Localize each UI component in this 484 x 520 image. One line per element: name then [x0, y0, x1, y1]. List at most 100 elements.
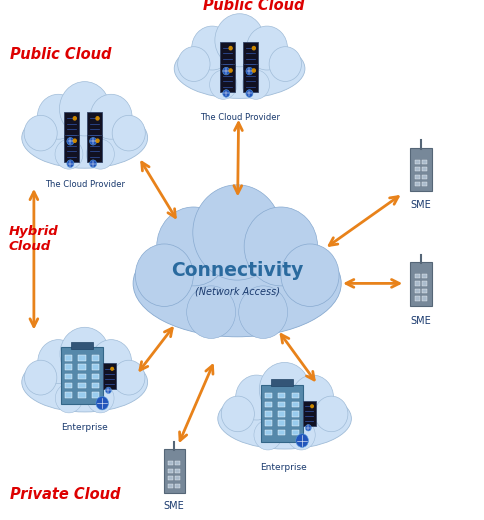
Circle shape: [187, 286, 236, 339]
FancyBboxPatch shape: [220, 42, 235, 69]
FancyBboxPatch shape: [303, 400, 316, 426]
Ellipse shape: [133, 230, 341, 337]
Circle shape: [210, 70, 237, 99]
Ellipse shape: [22, 353, 148, 412]
FancyBboxPatch shape: [415, 175, 420, 179]
Text: Public Cloud: Public Cloud: [10, 47, 111, 62]
FancyBboxPatch shape: [422, 274, 427, 278]
Circle shape: [60, 82, 110, 136]
Circle shape: [252, 69, 256, 72]
FancyBboxPatch shape: [92, 374, 99, 379]
FancyBboxPatch shape: [291, 420, 299, 426]
FancyBboxPatch shape: [278, 393, 286, 398]
FancyBboxPatch shape: [78, 374, 86, 379]
Circle shape: [269, 47, 302, 82]
FancyBboxPatch shape: [92, 392, 99, 398]
Circle shape: [311, 405, 313, 408]
FancyBboxPatch shape: [65, 355, 72, 360]
Circle shape: [96, 116, 99, 120]
FancyBboxPatch shape: [243, 64, 258, 92]
FancyBboxPatch shape: [87, 112, 102, 139]
Text: SME: SME: [411, 200, 431, 210]
Circle shape: [67, 137, 74, 145]
FancyBboxPatch shape: [65, 392, 72, 398]
Circle shape: [229, 46, 232, 50]
Circle shape: [221, 396, 255, 432]
Text: Enterprise: Enterprise: [260, 463, 306, 473]
FancyBboxPatch shape: [415, 182, 420, 186]
Circle shape: [252, 46, 256, 50]
FancyBboxPatch shape: [92, 383, 99, 388]
Circle shape: [73, 139, 76, 142]
FancyBboxPatch shape: [87, 135, 102, 162]
FancyBboxPatch shape: [415, 274, 420, 278]
Circle shape: [246, 26, 287, 70]
FancyBboxPatch shape: [291, 430, 299, 435]
FancyBboxPatch shape: [422, 281, 427, 285]
Circle shape: [246, 89, 253, 97]
FancyBboxPatch shape: [65, 365, 72, 370]
FancyBboxPatch shape: [168, 476, 173, 480]
FancyBboxPatch shape: [78, 383, 86, 388]
Circle shape: [305, 424, 311, 431]
FancyBboxPatch shape: [415, 289, 420, 293]
FancyBboxPatch shape: [265, 420, 272, 426]
FancyBboxPatch shape: [422, 167, 427, 171]
FancyBboxPatch shape: [410, 148, 432, 191]
Circle shape: [73, 116, 76, 120]
Circle shape: [157, 207, 230, 286]
Circle shape: [178, 47, 210, 82]
Circle shape: [229, 69, 232, 72]
Circle shape: [91, 340, 132, 384]
Circle shape: [193, 185, 282, 280]
Circle shape: [24, 115, 57, 151]
FancyBboxPatch shape: [164, 449, 185, 493]
FancyBboxPatch shape: [64, 135, 79, 162]
FancyBboxPatch shape: [265, 393, 272, 398]
FancyBboxPatch shape: [278, 420, 286, 426]
Circle shape: [281, 244, 339, 306]
Circle shape: [96, 396, 108, 410]
Text: SME: SME: [164, 501, 184, 511]
FancyBboxPatch shape: [422, 296, 427, 301]
FancyBboxPatch shape: [415, 296, 420, 301]
FancyBboxPatch shape: [422, 182, 427, 186]
Circle shape: [315, 396, 348, 432]
FancyBboxPatch shape: [265, 430, 272, 435]
FancyBboxPatch shape: [422, 289, 427, 293]
FancyBboxPatch shape: [168, 461, 173, 465]
Circle shape: [259, 362, 310, 417]
Circle shape: [90, 137, 97, 145]
Circle shape: [37, 94, 79, 139]
FancyBboxPatch shape: [65, 374, 72, 379]
FancyBboxPatch shape: [175, 469, 180, 473]
Circle shape: [67, 160, 74, 167]
FancyBboxPatch shape: [410, 262, 432, 306]
FancyBboxPatch shape: [291, 402, 299, 407]
Text: Connectivity: Connectivity: [171, 261, 303, 280]
FancyBboxPatch shape: [278, 402, 286, 407]
Circle shape: [113, 360, 145, 395]
Ellipse shape: [218, 388, 351, 449]
FancyBboxPatch shape: [265, 411, 272, 417]
FancyBboxPatch shape: [422, 160, 427, 164]
Circle shape: [254, 420, 282, 450]
Text: The Cloud Provider: The Cloud Provider: [45, 180, 125, 189]
FancyBboxPatch shape: [243, 42, 258, 69]
Circle shape: [244, 207, 318, 286]
FancyBboxPatch shape: [291, 393, 299, 398]
Ellipse shape: [22, 107, 148, 168]
Circle shape: [215, 14, 264, 67]
FancyBboxPatch shape: [175, 476, 180, 480]
FancyBboxPatch shape: [278, 411, 286, 417]
Text: Private Cloud: Private Cloud: [10, 487, 120, 502]
Text: Enterprise: Enterprise: [61, 423, 108, 432]
Circle shape: [246, 67, 253, 75]
FancyBboxPatch shape: [422, 175, 427, 179]
FancyBboxPatch shape: [168, 484, 173, 488]
FancyBboxPatch shape: [103, 363, 116, 388]
FancyBboxPatch shape: [92, 365, 99, 370]
Circle shape: [87, 384, 114, 413]
Text: Hybrid
Cloud: Hybrid Cloud: [9, 225, 59, 253]
Circle shape: [135, 244, 194, 306]
